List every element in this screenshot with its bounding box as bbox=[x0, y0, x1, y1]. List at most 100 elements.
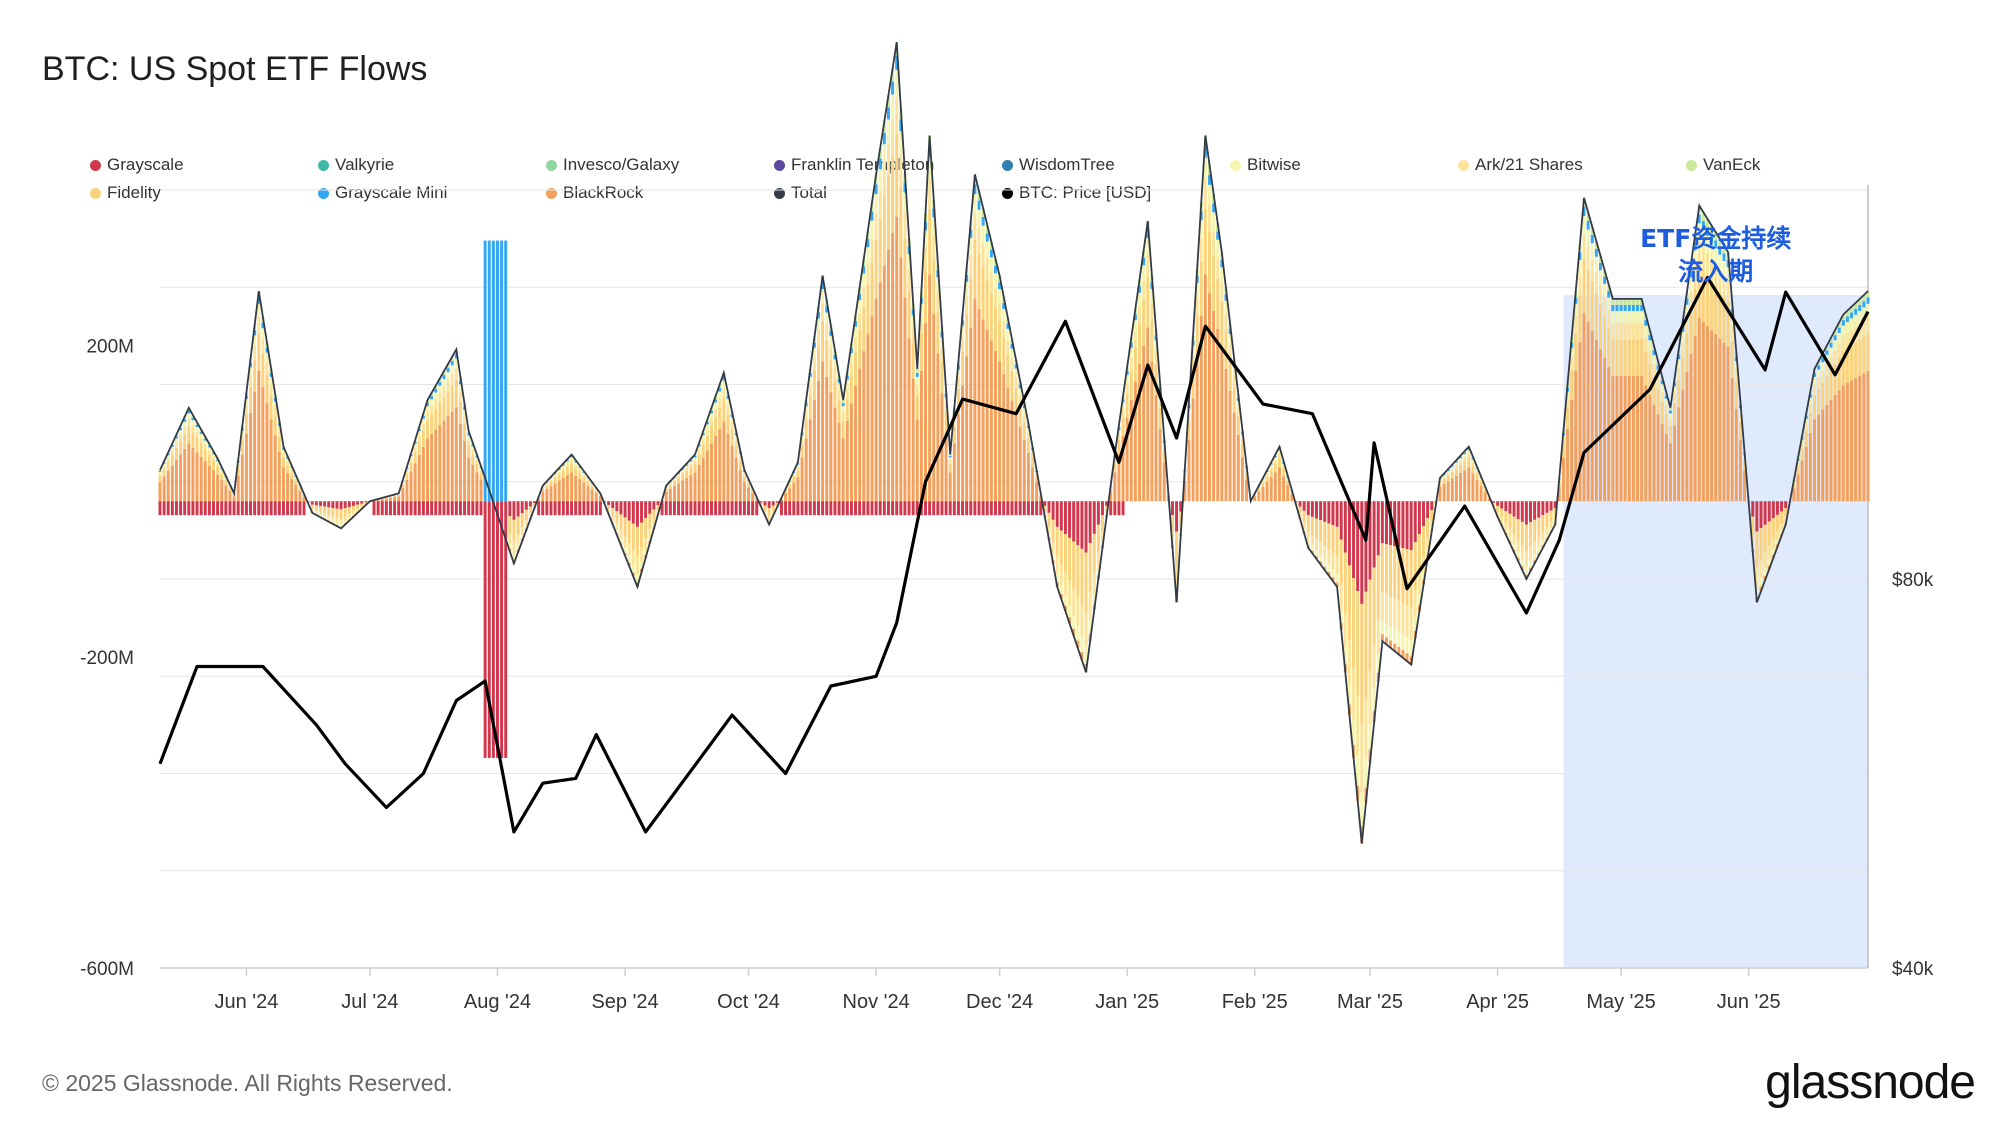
flow-bar bbox=[454, 367, 458, 380]
flow-bar bbox=[281, 467, 285, 502]
flow-bar bbox=[812, 370, 816, 400]
flow-bar bbox=[1574, 370, 1578, 502]
flow-bar bbox=[1726, 267, 1730, 283]
flow-bar bbox=[1265, 473, 1269, 477]
flow-bar bbox=[491, 501, 495, 758]
flow-bar bbox=[1850, 380, 1854, 502]
flow-bar bbox=[1636, 298, 1640, 305]
flow-bar bbox=[1216, 278, 1220, 329]
legend-item[interactable]: BTC: Price [USD] bbox=[1002, 183, 1151, 203]
flow-bar bbox=[1701, 212, 1705, 221]
flow-bar bbox=[1384, 501, 1388, 545]
flow-bar bbox=[586, 479, 590, 482]
flow-bar bbox=[1808, 432, 1812, 502]
flow-bar bbox=[1537, 547, 1541, 553]
flow-bar bbox=[1339, 584, 1343, 611]
flow-bar bbox=[1076, 640, 1080, 648]
flow-bar bbox=[1648, 395, 1652, 502]
legend-swatch bbox=[546, 187, 557, 199]
legend-item[interactable]: Franklin Templeton bbox=[774, 155, 934, 175]
flow-bar bbox=[1623, 311, 1627, 324]
flow-bar bbox=[862, 351, 866, 502]
flow-bar bbox=[1121, 436, 1125, 502]
flow-bar bbox=[170, 446, 174, 451]
flow-bar bbox=[1491, 501, 1495, 503]
legend-item[interactable]: Grayscale bbox=[90, 155, 184, 175]
flow-bar bbox=[1187, 422, 1191, 440]
flow-bar bbox=[1734, 361, 1738, 371]
legend-item[interactable]: Bitwise bbox=[1230, 155, 1301, 175]
flow-bar bbox=[1006, 387, 1010, 502]
flow-bar bbox=[952, 501, 956, 516]
x-tick-label: Jun '25 bbox=[1717, 991, 1781, 1013]
flow-bar bbox=[512, 501, 516, 520]
legend-item[interactable]: Fidelity bbox=[90, 183, 161, 203]
flow-bar bbox=[989, 241, 993, 250]
flow-bar bbox=[800, 457, 804, 502]
flow-bar bbox=[179, 454, 183, 502]
flow-bar bbox=[882, 132, 886, 145]
flow-bar bbox=[1751, 534, 1755, 545]
flow-bar bbox=[1298, 506, 1302, 513]
flow-bar bbox=[747, 483, 751, 488]
legend-item[interactable]: Valkyrie bbox=[318, 155, 394, 175]
flow-bar bbox=[438, 378, 442, 383]
flow-bar bbox=[1833, 335, 1837, 341]
flow-bar bbox=[183, 421, 187, 427]
flow-bar bbox=[520, 513, 524, 528]
flow-bar bbox=[454, 358, 458, 368]
flow-bar bbox=[216, 466, 220, 475]
flow-bar bbox=[1117, 454, 1121, 502]
legend-item[interactable]: Ark/21 Shares bbox=[1458, 155, 1583, 175]
flow-bar bbox=[1055, 501, 1059, 527]
flow-bar bbox=[430, 396, 434, 400]
flow-bar bbox=[841, 412, 845, 421]
flow-bar bbox=[212, 452, 215, 455]
flow-bar bbox=[1500, 501, 1504, 509]
flow-bar bbox=[1277, 457, 1281, 468]
legend-item[interactable]: WisdomTree bbox=[1002, 155, 1115, 175]
flow-bar bbox=[351, 511, 355, 515]
flow-bar bbox=[944, 403, 948, 413]
flow-bar bbox=[1133, 331, 1137, 348]
flow-bar bbox=[726, 395, 730, 399]
flow-bar bbox=[586, 486, 590, 502]
flow-bar bbox=[1121, 402, 1125, 409]
flow-bar bbox=[1817, 365, 1821, 370]
flow-bar bbox=[952, 443, 956, 502]
flow-bar bbox=[1319, 501, 1323, 521]
flow-bar bbox=[269, 501, 273, 516]
flow-bar bbox=[450, 356, 454, 362]
legend-item[interactable]: Invesco/Galaxy bbox=[546, 155, 679, 175]
flow-bar bbox=[961, 325, 965, 337]
flow-bar bbox=[730, 422, 734, 430]
legend-item[interactable]: BlackRock bbox=[546, 183, 643, 203]
flow-bar bbox=[413, 443, 417, 448]
legend-item[interactable]: Total bbox=[774, 183, 827, 203]
flow-bar bbox=[380, 498, 384, 500]
flow-bar bbox=[1594, 256, 1598, 273]
flow-bar bbox=[442, 371, 446, 376]
flow-bar bbox=[1220, 346, 1224, 502]
legend-item[interactable]: Grayscale Mini bbox=[318, 183, 447, 203]
flow-bar bbox=[421, 430, 425, 447]
flow-bar bbox=[1850, 318, 1854, 331]
flow-bar bbox=[1335, 501, 1339, 527]
flow-bar bbox=[1611, 304, 1615, 312]
flow-bar bbox=[1327, 571, 1331, 576]
flow-bar bbox=[1240, 457, 1244, 502]
flow-bar bbox=[1376, 501, 1380, 556]
flow-bar bbox=[1718, 254, 1722, 271]
flow-bar bbox=[393, 501, 397, 516]
flow-bar bbox=[1146, 254, 1150, 278]
legend-item[interactable]: VanEck bbox=[1686, 155, 1760, 175]
flow-bar bbox=[496, 501, 499, 758]
flow-bar bbox=[1323, 566, 1327, 571]
flow-bar bbox=[1668, 410, 1672, 414]
flow-bar bbox=[1026, 452, 1030, 502]
flow-bar bbox=[1763, 501, 1767, 525]
flow-bar bbox=[409, 459, 413, 463]
flow-bar bbox=[1714, 286, 1718, 335]
flow-bar bbox=[936, 501, 940, 516]
flow-bar bbox=[1002, 501, 1006, 516]
